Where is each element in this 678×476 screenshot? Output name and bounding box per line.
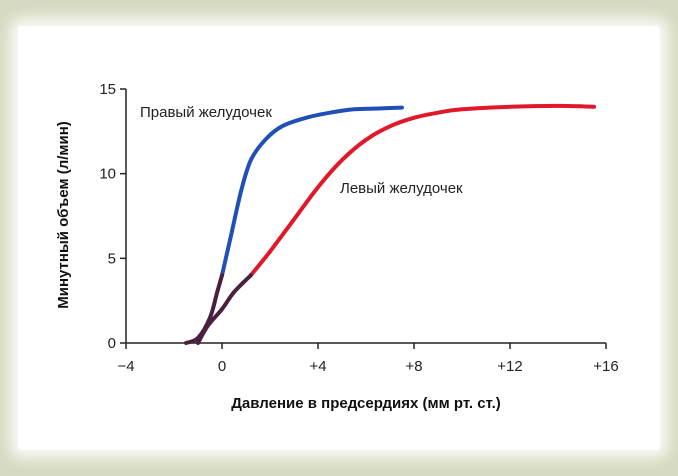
curve-right-ventricle-low-segment (184, 273, 224, 345)
series-label-right-ventricle: Правый желудочек (140, 104, 272, 121)
x-axis-title: Давление в предсердиях (мм рт. ст.) (231, 395, 501, 412)
curve-right-ventricle-high-segment (220, 105, 404, 278)
x-tick-label: +12 (497, 358, 522, 375)
curve-left-ventricle-low-segment (196, 273, 253, 345)
y-axis-title: Минутный объем (л/мин) (55, 121, 72, 309)
y-tick-label: 5 (108, 250, 116, 267)
x-tick-label: +16 (593, 358, 618, 375)
y-tick-label: 0 (108, 335, 116, 352)
y-tick-label: 15 (99, 81, 116, 98)
x-tick-label: 0 (218, 358, 226, 375)
x-tick-label: +8 (405, 358, 422, 375)
curves (184, 103, 596, 345)
chart-panel (18, 26, 660, 450)
x-tick-label: −4 (117, 358, 134, 375)
series-label-left-ventricle: Левый желудочек (340, 180, 463, 197)
y-tick-label: 10 (99, 166, 116, 183)
x-tick-label: +4 (309, 358, 326, 375)
axes (125, 89, 606, 344)
curve-left-ventricle-high-segment (248, 103, 596, 278)
